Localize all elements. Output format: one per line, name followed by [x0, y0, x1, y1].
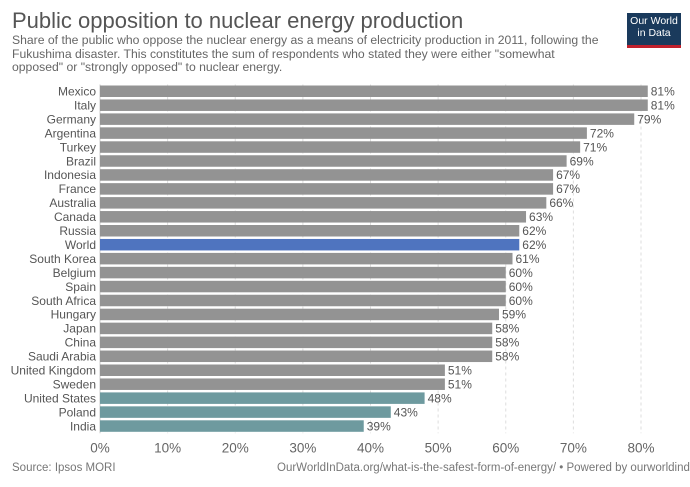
category-label: France — [59, 182, 97, 196]
value-label: 62% — [522, 224, 546, 238]
category-label: Turkey — [60, 140, 96, 154]
chart-subtitle: Share of the public who oppose the nucle… — [12, 33, 599, 74]
value-label: 66% — [549, 196, 573, 210]
value-label: 60% — [509, 294, 533, 308]
category-label: United Kingdom — [11, 364, 96, 378]
category-label: Russia — [59, 224, 96, 238]
category-label: Japan — [63, 322, 96, 336]
category-label: Saudi Arabia — [28, 350, 96, 364]
value-label: 60% — [509, 266, 533, 280]
category-label: Mexico — [58, 85, 96, 99]
value-label: 62% — [522, 238, 546, 252]
value-label: 58% — [495, 336, 519, 350]
x-tick-label: 50% — [425, 440, 452, 455]
x-tick-label: 40% — [357, 440, 384, 455]
value-label: 39% — [367, 419, 391, 433]
bar — [100, 392, 425, 404]
category-label: United States — [24, 391, 96, 405]
bar — [100, 280, 506, 293]
value-label: 81% — [651, 98, 675, 112]
category-label: Indonesia — [44, 168, 96, 182]
bar — [100, 308, 499, 321]
bar — [100, 155, 567, 167]
bar — [100, 336, 493, 349]
value-label: 58% — [495, 322, 519, 336]
value-label: 59% — [502, 308, 526, 322]
category-label: Australia — [49, 196, 96, 210]
value-label: 51% — [448, 364, 472, 378]
value-label: 69% — [570, 154, 594, 168]
bar — [100, 225, 520, 237]
bar — [100, 127, 587, 139]
bar — [100, 197, 547, 209]
value-label: 67% — [556, 182, 580, 196]
value-label: 60% — [509, 280, 533, 294]
bar — [100, 364, 445, 376]
x-tick-label: 0% — [90, 440, 110, 455]
x-tick-label: 80% — [627, 440, 654, 455]
bar — [100, 406, 391, 418]
value-label: 81% — [651, 85, 675, 99]
value-label: 43% — [394, 405, 418, 419]
bar — [100, 238, 520, 251]
value-label: 61% — [516, 252, 540, 266]
bar — [100, 378, 445, 390]
x-tick-label: 70% — [560, 440, 587, 455]
category-label: Poland — [59, 405, 96, 419]
category-label: South Korea — [29, 252, 96, 266]
value-label: 63% — [529, 210, 553, 224]
bar — [100, 322, 493, 335]
bar — [100, 169, 554, 181]
category-label: Germany — [47, 112, 96, 126]
value-label: 72% — [590, 126, 614, 140]
category-label: World — [65, 238, 96, 252]
url-note[interactable]: OurWorldInData.org/what-is-the-safest-fo… — [277, 462, 690, 474]
category-label: Sweden — [53, 377, 96, 391]
bar — [100, 420, 364, 432]
x-tick-label: 10% — [154, 440, 181, 455]
category-label: Hungary — [51, 308, 96, 322]
bar — [100, 350, 493, 363]
bar — [100, 266, 506, 279]
category-label: South Africa — [31, 294, 96, 308]
bar — [100, 211, 527, 223]
bar — [100, 183, 554, 195]
value-label: 71% — [583, 140, 607, 154]
value-label: 58% — [495, 350, 519, 364]
value-label: 67% — [556, 168, 580, 182]
chart-title: Public opposition to nuclear energy prod… — [12, 8, 464, 33]
owid-logo[interactable]: Our World in Data — [627, 13, 681, 48]
x-tick-label: 20% — [222, 440, 249, 455]
category-label: Belgium — [53, 266, 96, 280]
category-label: Canada — [54, 210, 96, 224]
bar — [100, 113, 635, 125]
category-label: India — [70, 419, 96, 433]
category-label: Italy — [74, 98, 96, 112]
bar — [100, 99, 648, 111]
category-label: China — [65, 336, 97, 350]
x-tick-label: 30% — [289, 440, 316, 455]
bar — [100, 252, 513, 265]
source-note[interactable]: Source: Ipsos MORI — [12, 462, 116, 474]
bar — [100, 294, 506, 307]
category-label: Brazil — [66, 154, 96, 168]
category-label: Spain — [65, 280, 96, 294]
value-label: 48% — [428, 391, 452, 405]
value-label: 51% — [448, 377, 472, 391]
category-label: Argentina — [45, 126, 97, 140]
bar — [100, 85, 648, 97]
bar — [100, 141, 581, 153]
value-label: 79% — [637, 112, 661, 126]
x-tick-label: 60% — [492, 440, 519, 455]
